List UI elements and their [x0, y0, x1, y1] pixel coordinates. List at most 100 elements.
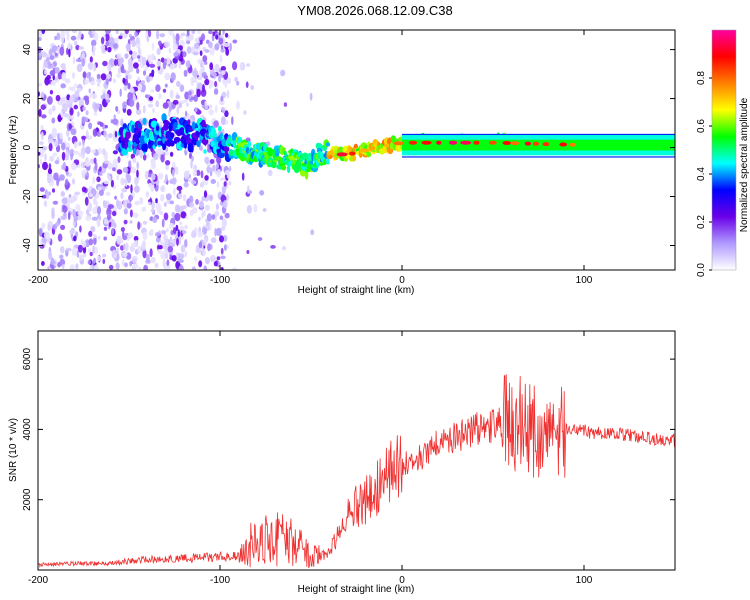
heatmap-cell [179, 225, 185, 232]
heatmap-cell [247, 185, 250, 194]
heatmap-cell [188, 90, 192, 96]
heatmap-cell [47, 61, 51, 66]
heatmap-cell [164, 72, 171, 81]
heatmap-cell [162, 61, 167, 70]
heatmap-cell [162, 88, 167, 93]
heatmap-cell [226, 193, 229, 202]
heatmap-cell [69, 264, 75, 270]
heatmap-cell [173, 187, 176, 196]
heatmap-cell [101, 49, 107, 54]
heatmap-cell [123, 243, 126, 251]
heatmap-cell [172, 161, 176, 169]
heatmap-cell [199, 231, 204, 236]
heatmap-cell [70, 128, 77, 135]
heatmap-cell [131, 265, 136, 270]
snr-plot-area [38, 331, 675, 570]
heatmap-cell [208, 30, 213, 35]
x-tick-label: -200 [28, 275, 48, 286]
heatmap-cell [153, 153, 159, 161]
heatmap-cell [85, 215, 92, 222]
heatmap-cell-hot [368, 146, 376, 151]
heatmap-cell [125, 178, 128, 188]
heatmap-cell [253, 203, 258, 213]
heatmap-cell [167, 246, 174, 253]
heatmap-cell [90, 81, 96, 86]
heatmap-cell [132, 212, 139, 219]
heatmap-cell [127, 91, 133, 101]
heatmap-cell [120, 245, 124, 251]
heatmap-cell [220, 66, 227, 71]
heatmap-cell-hot [542, 142, 550, 147]
heatmap-cell [214, 43, 220, 51]
heatmap-cell [309, 160, 314, 166]
heatmap-cell [199, 50, 203, 56]
heatmap-cell [46, 56, 50, 63]
heatmap-cell [145, 254, 150, 263]
heatmap-cell [165, 248, 168, 254]
heatmap-cell [159, 33, 166, 38]
heatmap-cell [83, 169, 87, 174]
heatmap-cell [169, 200, 174, 205]
heatmap-cell [60, 63, 66, 69]
heatmap-cell [147, 30, 152, 38]
heatmap-cell [183, 182, 189, 188]
heatmap-cell [62, 205, 68, 213]
heatmap-cell-hot [383, 143, 390, 148]
heatmap-cell [106, 215, 112, 220]
heatmap-cell [165, 193, 172, 201]
heatmap-cell [204, 49, 210, 53]
heatmap-cell [123, 199, 127, 208]
heatmap-cell [146, 153, 150, 159]
heatmap-cell [262, 208, 267, 212]
heatmap-cell [62, 161, 66, 171]
heatmap-cell [49, 70, 56, 76]
heatmap-cell [57, 233, 63, 242]
heatmap-cell [130, 167, 137, 174]
heatmap-cell [121, 148, 128, 156]
heatmap-cell [169, 236, 173, 242]
heatmap-cell [82, 71, 87, 79]
heatmap-cell [176, 80, 181, 87]
heatmap-cell [215, 203, 219, 211]
heatmap-cell [61, 264, 65, 269]
heatmap-cell [322, 159, 327, 166]
heatmap-cell [169, 140, 175, 147]
heatmap-cell [222, 30, 225, 35]
heatmap-cell [41, 146, 48, 151]
heatmap-cell [146, 35, 150, 43]
heatmap-cell [50, 260, 56, 265]
heatmap-cell [72, 178, 75, 185]
heatmap-cell [134, 185, 140, 193]
heatmap-cell [39, 239, 43, 247]
heatmap-cell [154, 262, 159, 268]
heatmap-cell [88, 88, 91, 94]
heatmap-cell [118, 59, 123, 68]
heatmap-cell [236, 81, 240, 86]
heatmap-cell [168, 30, 174, 36]
heatmap-cell [41, 261, 45, 266]
heatmap-cell [57, 133, 60, 141]
heatmap-cell [116, 235, 123, 245]
heatmap-cell [104, 33, 110, 42]
heatmap-cell [193, 94, 198, 103]
heatmap-cell [114, 195, 117, 200]
colorbar-ticks: 0.0 0.2 0.4 0.6 0.8 [696, 71, 712, 277]
heatmap-cell [150, 135, 155, 142]
heatmap-cell-hot [532, 141, 540, 146]
heatmap-cell [122, 123, 128, 132]
heatmap-cell [128, 195, 134, 201]
heatmap-cell [198, 241, 203, 249]
heatmap-cell [40, 91, 45, 98]
heatmap-cell [108, 175, 111, 181]
heatmap-cell [104, 124, 108, 129]
heatmap-cell [149, 96, 154, 101]
heatmap-cell [200, 119, 206, 128]
heatmap-cell-hot [408, 140, 418, 145]
heatmap-cell [184, 110, 188, 117]
heatmap-cell [188, 195, 194, 204]
heatmap-cell [82, 106, 86, 111]
heatmap-cell [171, 177, 177, 185]
heatmap-cell [236, 100, 240, 110]
heatmap-cell [203, 75, 208, 80]
heatmap-cell [112, 150, 118, 155]
